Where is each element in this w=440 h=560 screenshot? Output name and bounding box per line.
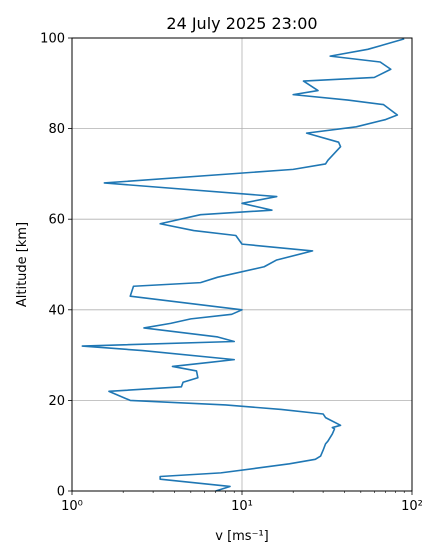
y-tick-label: 0 bbox=[57, 485, 65, 500]
y-tick-label: 60 bbox=[48, 213, 65, 228]
y-axis-label: Altitude [km] bbox=[15, 222, 30, 307]
y-tick-label: 20 bbox=[48, 394, 65, 409]
ticks: 0 20 40 60 80 100 10⁰ 10¹ 10² bbox=[40, 32, 423, 515]
y-tick-label: 100 bbox=[40, 32, 65, 47]
y-tick-label: 80 bbox=[48, 122, 65, 137]
series-line bbox=[81, 38, 405, 492]
x-axis-label: v [ms⁻¹] bbox=[215, 529, 268, 544]
series-layer bbox=[81, 38, 405, 492]
x-tick-label: 10² bbox=[401, 499, 423, 514]
chart-title: 24 July 2025 23:00 bbox=[166, 14, 317, 33]
y-tick-label: 40 bbox=[48, 303, 65, 318]
grid bbox=[72, 38, 412, 491]
x-tick-label: 10⁰ bbox=[61, 499, 83, 514]
x-tick-label: 10¹ bbox=[231, 499, 253, 514]
